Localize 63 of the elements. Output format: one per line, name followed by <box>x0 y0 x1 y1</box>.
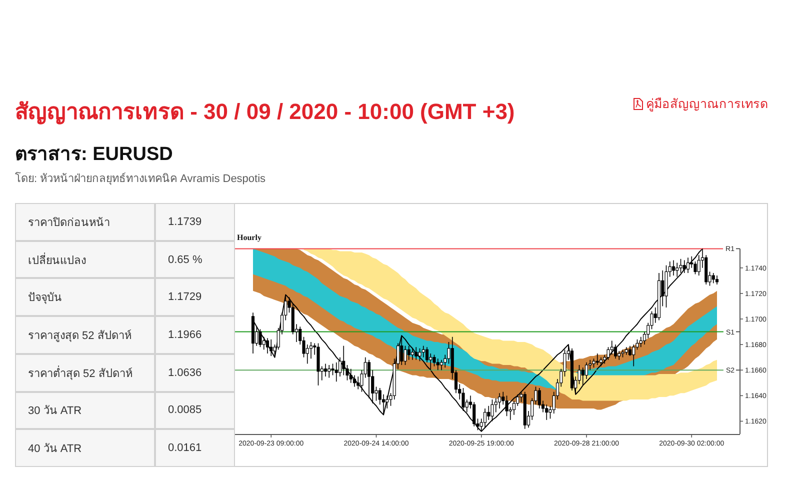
candlestick <box>596 353 599 366</box>
candlestick <box>436 358 440 371</box>
candlestick <box>490 399 494 422</box>
text: 0.0161 <box>168 442 202 454</box>
candlestick <box>679 258 682 274</box>
category-label: ปัจจุบัน <box>28 291 62 306</box>
candlestick <box>356 376 360 390</box>
candlestick <box>418 348 422 362</box>
candlestick <box>462 388 465 412</box>
text: คู่มือสัญญาณการเทรด <box>646 96 768 114</box>
text: 1.1729 <box>168 291 202 304</box>
candlestick <box>404 345 407 366</box>
candlestick <box>712 272 715 284</box>
candlestick <box>422 345 425 358</box>
candlestick <box>610 340 614 356</box>
category-label: ราคาปิดก่อนหน้า <box>28 216 110 231</box>
candlestick <box>686 257 690 274</box>
candlestick <box>545 404 548 420</box>
text: 1.1966 <box>168 328 202 341</box>
candlestick <box>505 395 508 417</box>
candlestick <box>538 388 541 409</box>
candlestick <box>328 364 331 378</box>
candlestick <box>682 260 686 274</box>
candlestick <box>639 336 642 348</box>
candlestick <box>487 405 490 420</box>
candlestick <box>410 348 414 360</box>
text: 1.0636 <box>168 366 202 379</box>
candlestick <box>407 345 410 360</box>
candlestick <box>270 339 273 356</box>
candlestick <box>632 344 636 367</box>
candlestick <box>258 328 262 348</box>
candlestick <box>483 408 487 428</box>
text: 1.1739 <box>168 216 202 228</box>
text: โดย: หัวหน้าฝ่ายกลยุทธ์ทางเทคนิค Avramis Despotis <box>15 171 266 187</box>
candlestick <box>498 392 502 409</box>
candlestick <box>690 256 694 268</box>
text: ตราสาร: EURUSD <box>15 143 173 167</box>
candlestick <box>266 338 270 354</box>
candlestick <box>614 344 618 359</box>
candlestick <box>414 346 418 360</box>
candlestick <box>676 262 679 278</box>
candlestick <box>342 345 346 376</box>
category-label: 30 วัน ATR <box>28 404 82 420</box>
candlestick <box>400 335 404 366</box>
candlestick <box>429 353 432 371</box>
text: 0.0085 <box>168 404 202 416</box>
chart-title: Hourly <box>237 233 262 242</box>
candlestick <box>386 395 389 409</box>
candlestick <box>440 359 444 371</box>
candlestick <box>306 344 309 364</box>
candlestick <box>581 367 584 386</box>
candlestick <box>334 362 338 382</box>
category-label: 40 วัน ATR <box>28 442 82 458</box>
category-label: เปลี่ยนแปลง <box>28 252 86 269</box>
text: 0.65 % <box>168 254 202 266</box>
candlestick <box>432 354 436 367</box>
category-label: ราคาต่ำสุด 52 สัปดาห์ <box>28 364 132 382</box>
candlestick <box>324 363 328 377</box>
text: สัญญาณการเทรด - 30 / 09 / 2020 - 10:00 (GMT +3) <box>15 98 515 126</box>
candlestick <box>349 368 352 384</box>
category-label: ราคาสูงสุด 52 สัปดาห์ <box>28 328 132 344</box>
candlestick <box>672 260 676 276</box>
candlestick <box>628 345 632 356</box>
